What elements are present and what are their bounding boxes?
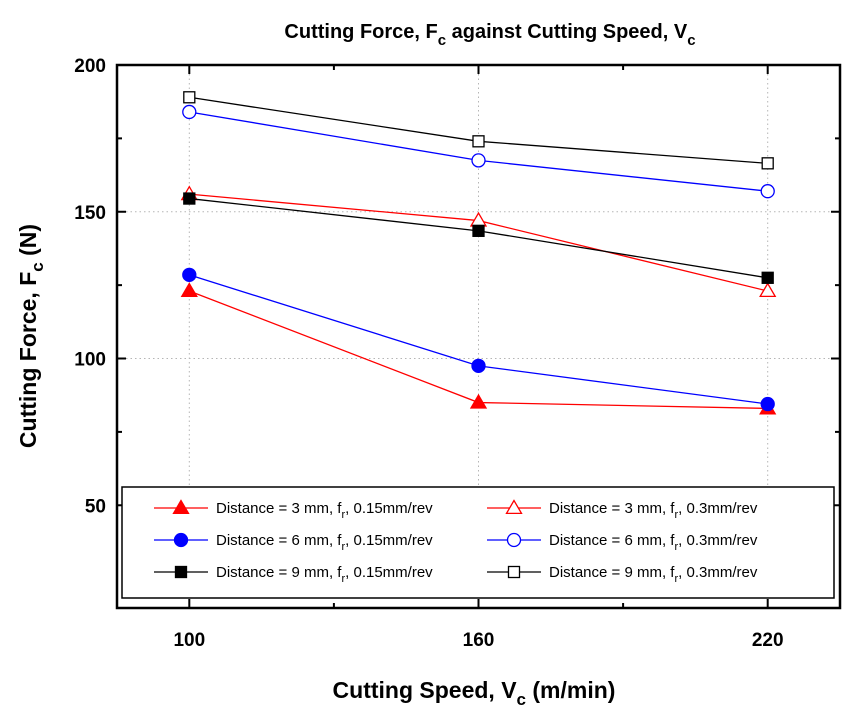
square-marker (761, 271, 774, 284)
chart-title-rest: against Cutting Speed, V (446, 21, 688, 43)
legend: Distance = 3 mm, fr, 0.15mm/rev Distance … (121, 486, 835, 599)
legend-box (121, 486, 835, 599)
x-tick-label: 220 (752, 630, 784, 651)
series-4 (182, 104, 775, 199)
y-axis-label-sub: c (28, 262, 47, 271)
series-3 (182, 267, 775, 412)
legend-label: Distance = 3 mm, fr, 0.15mm/rev (216, 500, 433, 521)
legend-label: Distance = 6 mm, fr, 0.15mm/rev (216, 532, 433, 553)
legend-label-rest: , 0.3mm/rev (678, 564, 758, 581)
circle-marker (182, 104, 197, 120)
legend-label-main: Distance = 9 mm, f (216, 564, 342, 581)
circle-marker (760, 184, 775, 199)
circle-marker (471, 153, 486, 168)
legend-label: Distance = 9 mm, fr, 0.3mm/rev (549, 564, 758, 585)
circle-marker (471, 358, 486, 374)
circle-marker (173, 532, 189, 548)
x-tick-label: 160 (463, 630, 495, 651)
legend-label-sub: r (341, 573, 345, 585)
triangle-marker (172, 499, 190, 515)
y-tick-label: 50 (85, 496, 106, 517)
legend-entry-1: Distance = 3 mm, fr, 0.15mm/rev (154, 499, 433, 521)
square-marker (472, 224, 485, 237)
series-layer (180, 91, 777, 415)
legend-label-sub: r (341, 541, 345, 553)
x-axis-label-sub: c (517, 690, 526, 705)
triangle-marker (759, 282, 777, 298)
square-marker (507, 565, 521, 579)
legend-entry-3: Distance = 6 mm, fr, 0.15mm/rev (154, 532, 433, 553)
y-tick-label: 100 (74, 350, 106, 371)
y-tick-label: 200 (74, 56, 106, 77)
chart-title: Cutting Force, Fc against Cutting Speed,… (284, 21, 695, 49)
series-6 (183, 91, 774, 170)
square-marker (174, 565, 188, 579)
square-marker (761, 157, 774, 170)
triangle-marker (505, 499, 523, 515)
square-marker (183, 192, 196, 205)
legend-label-main: Distance = 6 mm, f (216, 532, 342, 549)
legend-label-main: Distance = 6 mm, f (549, 532, 675, 549)
legend-label-rest: , 0.15mm/rev (345, 500, 433, 517)
triangle-marker (469, 393, 488, 409)
chart-title-sub2: c (687, 32, 695, 49)
legend-label-sub: r (341, 509, 345, 521)
square-marker (183, 91, 196, 104)
triangle-marker (180, 282, 198, 298)
legend-label-rest: , 0.15mm/rev (345, 564, 433, 581)
circle-marker (760, 396, 775, 412)
x-axis-label-rest: (m/min) (526, 677, 615, 703)
legend-label-main: Distance = 3 mm, f (216, 500, 342, 517)
legend-label: Distance = 6 mm, fr, 0.3mm/rev (549, 532, 758, 553)
legend-label-sub: r (674, 573, 678, 585)
circle-marker (182, 267, 197, 283)
legend-label-main: Distance = 3 mm, f (549, 500, 675, 517)
legend-entry-4: Distance = 6 mm, fr, 0.3mm/rev (487, 532, 758, 553)
x-axis-label: Cutting Speed, Vc (m/min) (333, 677, 616, 705)
legend-entry-6: Distance = 9 mm, fr, 0.3mm/rev (487, 564, 758, 585)
chart-title-main: Cutting Force, F (284, 21, 437, 43)
chart-title-sub: c (438, 32, 446, 49)
tick-layer: 100 160 220 50 100 150 200 (74, 56, 840, 651)
legend-label-rest: , 0.15mm/rev (345, 532, 433, 549)
y-axis-label-main: Cutting Force, F (15, 272, 41, 448)
legend-entry-5: Distance = 9 mm, fr, 0.15mm/rev (154, 564, 433, 585)
legend-label-sub: r (674, 541, 678, 553)
legend-label-main: Distance = 9 mm, f (549, 564, 675, 581)
legend-entry-2: Distance = 3 mm, fr, 0.3mm/rev (487, 499, 758, 521)
legend-label-rest: , 0.3mm/rev (678, 500, 758, 517)
x-axis-label-main: Cutting Speed, V (333, 677, 518, 703)
y-axis-label-rest: (N) (15, 224, 41, 262)
legend-label: Distance = 9 mm, fr, 0.15mm/rev (216, 564, 433, 585)
circle-marker (506, 532, 522, 548)
square-marker (472, 135, 485, 148)
series-5 (183, 192, 774, 284)
x-tick-label: 100 (173, 630, 205, 651)
y-axis-label: Cutting Force, Fc (N) (15, 224, 47, 448)
legend-label-sub: r (674, 509, 678, 521)
legend-label: Distance = 3 mm, fr, 0.3mm/rev (549, 500, 758, 521)
legend-label-rest: , 0.3mm/rev (678, 532, 758, 549)
y-tick-label: 150 (74, 203, 106, 224)
